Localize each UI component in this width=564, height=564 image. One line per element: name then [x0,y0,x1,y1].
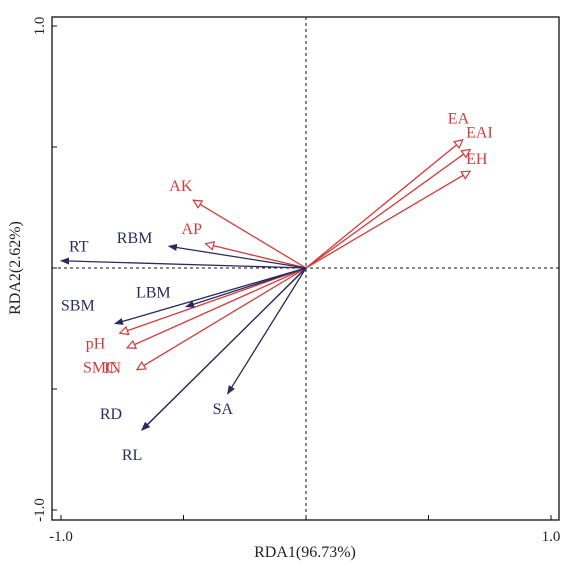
y-axis-title: RDA2(2.62%) [7,221,24,315]
vector-arrow-ap [206,244,307,269]
vector-label-sa: SA [213,401,234,418]
vector-label-in: IN [104,360,121,377]
vector-arrow-smc [137,267,307,370]
x-axis-title: RDA1(96.73%) [254,544,356,561]
vector-label-rbm: RBM [117,230,153,247]
y-tick-label: 1.0 [32,17,48,36]
vector-arrow-eh [305,171,470,269]
vector-arrow-ak [193,200,307,269]
y-tick-label: -1.0 [32,498,48,522]
vector-label-rl: RL [122,447,142,464]
vector-arrow-ph [120,267,307,333]
x-tick-label: -1.0 [49,529,73,545]
vector-label-lbm: LBM [136,285,171,302]
vector-arrow-rbm [167,243,307,269]
vector-arrow-ea [305,140,463,269]
vector-label-smc: SMC [83,360,117,377]
tick-labels: -1.0 1.0 1.0 -1.0 [32,17,560,545]
vector-arrow-rt [60,257,307,269]
vector-label-ak: AK [169,178,193,195]
vector-label-ea: EA [448,111,470,128]
vector-arrow-eai [305,149,470,269]
x-tick-label: 1.0 [542,529,561,545]
vector-arrow-sbm [114,267,307,325]
vector-arrows [60,140,470,431]
vector-label-eai: EAI [466,124,493,141]
vector-label-ph: pH [86,335,106,352]
vector-label-eh: EH [466,151,488,168]
vector-arrow-sa [227,267,307,395]
vector-label-rd: RD [100,406,122,423]
vector-label-rt: RT [69,239,89,256]
vector-label-sbm: SBM [61,298,95,315]
axis-ticks [52,25,552,520]
vector-label-ap: AP [182,221,203,238]
vector-arrow-rl [141,267,307,431]
vector-arrow-in [127,267,307,348]
